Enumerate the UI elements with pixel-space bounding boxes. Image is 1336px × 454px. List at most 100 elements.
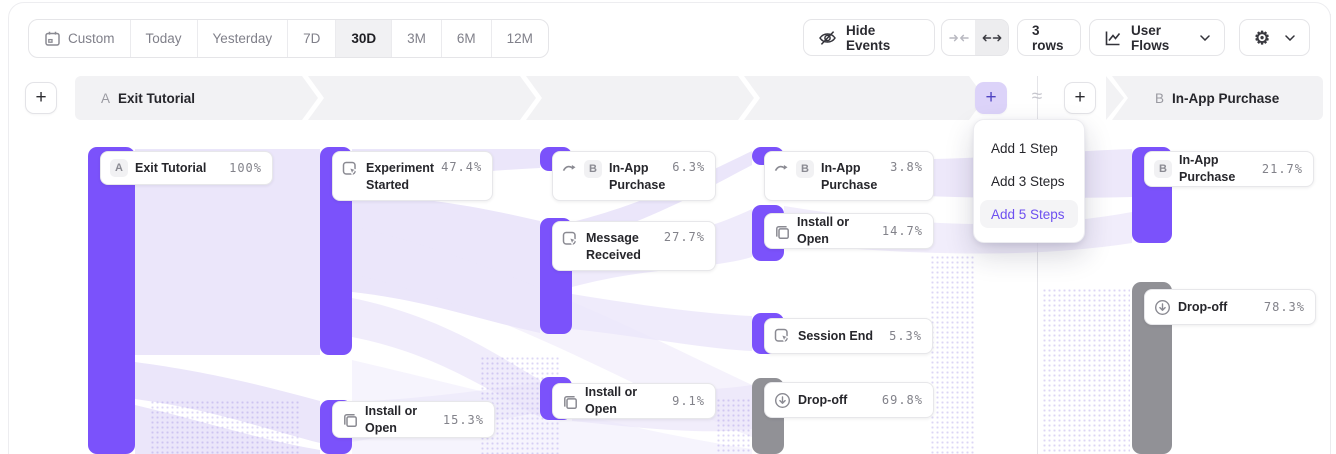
texture-dots	[716, 398, 752, 454]
date-range-today[interactable]: Today	[129, 20, 197, 57]
step-badge: A	[110, 159, 128, 177]
event-icon	[342, 161, 359, 178]
dropoff-icon	[1154, 299, 1171, 316]
date-range-30d[interactable]: 30D	[335, 20, 392, 57]
flow-node-bar[interactable]	[88, 147, 135, 454]
node-label: Install or Open	[797, 215, 850, 246]
node-value: 3.8%	[890, 160, 923, 174]
date-range-label: Custom	[68, 31, 115, 46]
flow-node-card[interactable]: Session End 5.3%	[764, 318, 933, 354]
menu-item-add-5-steps[interactable]: Add 5 Steps	[980, 200, 1078, 228]
gear-icon: ⚙	[1254, 27, 1271, 48]
node-label: In-App Purchase	[1179, 153, 1236, 184]
step-badge: B	[1154, 160, 1172, 178]
step-band-end: B In-App Purchase	[1112, 76, 1323, 120]
flow-node-card[interactable]: Experiment Started 47.4%	[332, 151, 493, 201]
add-end-step-button[interactable]: +	[1064, 82, 1096, 114]
collapse-expand-toggle	[941, 19, 1009, 56]
flow-node-card[interactable]: Drop-off 69.8%	[764, 382, 934, 418]
add-start-step-button[interactable]: +	[25, 82, 57, 114]
step-badge: B	[584, 160, 602, 178]
step-letter: A	[101, 90, 111, 106]
texture-dots	[930, 255, 975, 454]
node-value: 21.7%	[1261, 162, 1303, 176]
event-icon	[774, 328, 791, 345]
settings-dropdown[interactable]: ⚙	[1239, 19, 1310, 56]
node-value: 9.1%	[672, 394, 705, 408]
flow-node-card[interactable]: Install or Open 15.3%	[332, 401, 495, 438]
rows-count-label: 3 rows	[1032, 22, 1064, 53]
texture-dots	[1042, 288, 1130, 454]
date-range-label: 3M	[407, 31, 426, 46]
date-range-label: 6M	[456, 31, 476, 46]
node-label: In-App Purchase	[821, 161, 878, 192]
node-label: Message Received	[586, 231, 641, 262]
flow-chart-icon	[1104, 29, 1122, 47]
flow-node-card[interactable]: B In-App Purchase 21.7%	[1144, 151, 1314, 187]
step-band-segment-4	[744, 76, 985, 120]
flow-node-card[interactable]: Drop-off 78.3%	[1144, 289, 1316, 325]
node-value: 78.3%	[1263, 300, 1305, 314]
menu-item-add-1-step[interactable]: Add 1 Step	[991, 140, 1058, 156]
trend-icon	[562, 161, 577, 173]
flow-node-card[interactable]: Message Received 27.7%	[552, 221, 716, 271]
arrows-outward-icon	[982, 32, 1002, 44]
date-range-control: Custom Today Yesterday 7D 30D 3M 6M 12M	[28, 19, 549, 58]
node-label: Drop-off	[1178, 299, 1228, 314]
chevron-down-icon	[1200, 34, 1210, 41]
texture-dots	[150, 400, 300, 454]
step-band-segment-3	[526, 76, 754, 120]
step-label: Exit Tutorial	[118, 90, 196, 106]
node-value: 14.7%	[881, 224, 923, 238]
squares-icon	[342, 412, 358, 428]
date-range-label: 30D	[351, 31, 377, 46]
date-range-yesterday[interactable]: Yesterday	[196, 20, 288, 57]
date-range-label: 12M	[506, 31, 533, 46]
dropoff-icon	[774, 392, 791, 409]
menu-item-add-3-steps[interactable]: Add 3 Steps	[991, 173, 1065, 189]
flow-node-card[interactable]: Install or Open 9.1%	[552, 383, 716, 419]
calendar-icon	[44, 30, 61, 47]
expand-columns-button[interactable]	[975, 20, 1008, 55]
flow-node-card[interactable]: B In-App Purchase 6.3%	[552, 151, 716, 201]
step-badge: B	[796, 160, 814, 178]
step-band-segment-2	[308, 76, 536, 120]
node-value: 6.3%	[672, 160, 706, 174]
node-label: Exit Tutorial	[135, 160, 207, 175]
date-range-6m[interactable]: 6M	[440, 20, 491, 57]
rows-count-button[interactable]: 3 rows	[1017, 19, 1081, 56]
node-value: 5.3%	[889, 329, 922, 343]
node-label: Experiment Started	[366, 161, 435, 192]
collapse-columns-button[interactable]	[942, 20, 975, 55]
approx-symbol: ≈	[1031, 86, 1043, 107]
arrows-inward-icon	[948, 32, 969, 44]
date-range-7d[interactable]: 7D	[287, 20, 335, 57]
step-band-segment-1: A Exit Tutorial	[75, 76, 318, 120]
squares-icon	[562, 394, 578, 410]
flow-node-card[interactable]: A Exit Tutorial 100%	[100, 151, 273, 185]
node-label: In-App Purchase	[609, 161, 666, 192]
flow-node-card[interactable]: B In-App Purchase 3.8%	[764, 151, 934, 201]
date-range-3m[interactable]: 3M	[391, 20, 441, 57]
view-type-dropdown[interactable]: User Flows	[1089, 19, 1225, 56]
node-value: 100%	[229, 161, 262, 175]
date-range-12m[interactable]: 12M	[490, 20, 548, 57]
date-range-custom[interactable]: Custom	[29, 20, 130, 57]
date-range-label: Today	[145, 31, 182, 46]
step-label: In-App Purchase	[1172, 90, 1280, 106]
flow-node-card[interactable]: Install or Open 14.7%	[764, 213, 934, 249]
chevron-down-icon	[1285, 34, 1295, 41]
hide-events-button[interactable]: Hide Events	[803, 19, 935, 56]
flow-end-divider	[1037, 76, 1038, 454]
node-label: Drop-off	[798, 392, 848, 407]
event-icon	[562, 231, 579, 248]
node-value: 69.8%	[881, 393, 923, 407]
squares-icon	[774, 224, 790, 240]
add-steps-menu: Add 1 Step Add 3 Steps Add 5 Steps	[973, 119, 1085, 243]
eye-off-icon	[818, 30, 837, 46]
add-steps-button-active[interactable]: +	[975, 82, 1007, 114]
node-label: Install or Open	[365, 403, 418, 435]
view-type-label: User Flows	[1131, 22, 1170, 53]
node-label: Install or Open	[585, 385, 638, 416]
